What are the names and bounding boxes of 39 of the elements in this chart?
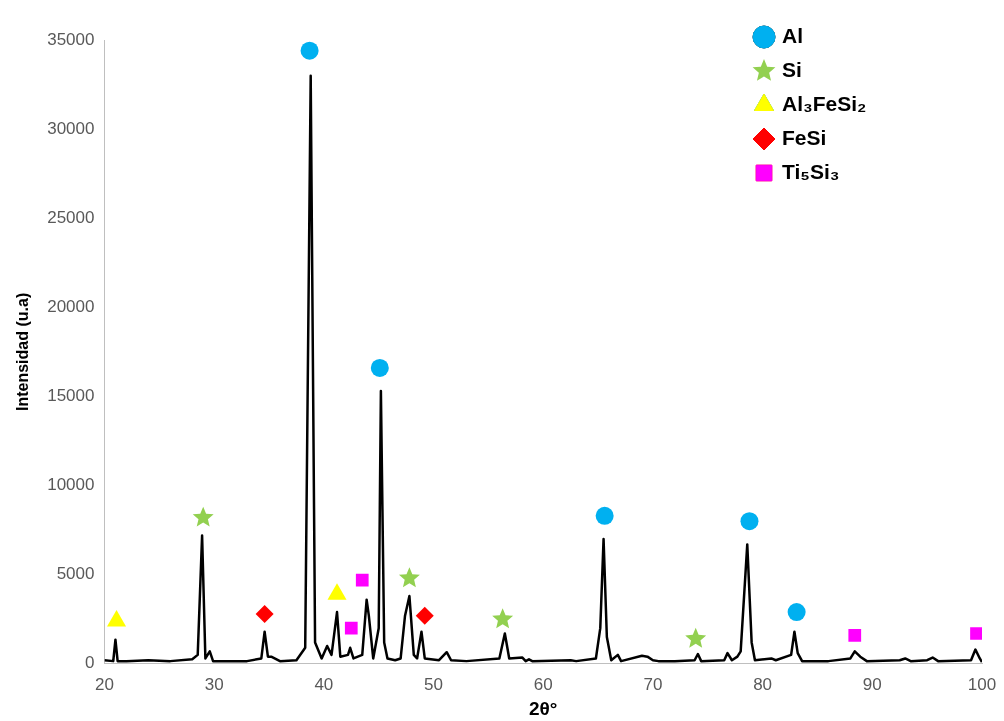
legend-label: Al₃FeSi₂ — [782, 91, 867, 115]
legend-label: FeSi — [782, 125, 827, 149]
y-tick-label: 10000 — [47, 475, 95, 495]
point — [595, 506, 614, 525]
point — [192, 506, 214, 527]
point — [970, 627, 982, 640]
y-tick-label: 20000 — [47, 297, 95, 317]
x-tick-label: 90 — [862, 674, 882, 694]
y-tick-label: 35000 — [47, 29, 95, 49]
point — [492, 608, 514, 629]
y-tick-label: 15000 — [47, 386, 95, 406]
x-tick-label: 30 — [204, 674, 224, 694]
x-tick-label: 100 — [967, 674, 997, 694]
point — [370, 358, 389, 377]
point — [398, 567, 420, 588]
point — [300, 41, 319, 60]
y-tick-label: 0 — [85, 653, 95, 673]
point — [355, 573, 369, 587]
point — [685, 627, 707, 648]
x-tick-label: 40 — [314, 674, 334, 694]
point — [740, 512, 759, 531]
y-tick-label: 25000 — [47, 207, 95, 227]
y-tick-label: 5000 — [56, 564, 95, 584]
x-tick-label: 20 — [95, 674, 114, 694]
y-axis-title: Intensidad (u.a) — [14, 292, 32, 412]
x-tick-label: 70 — [643, 674, 663, 694]
legend-label: Ti₅Si₃ — [782, 159, 840, 183]
point — [344, 621, 358, 635]
y-tick-label: 30000 — [47, 118, 95, 138]
point — [848, 628, 862, 642]
x-tick-label: 50 — [424, 674, 444, 694]
x-axis-title: 2θ° — [529, 697, 558, 719]
legend-label: Al — [782, 23, 803, 47]
point — [787, 603, 806, 622]
point — [415, 606, 434, 625]
x-tick-label: 60 — [533, 674, 553, 694]
x-tick-label: 80 — [753, 674, 773, 694]
point — [255, 604, 274, 623]
legend-label: Si — [782, 57, 802, 81]
